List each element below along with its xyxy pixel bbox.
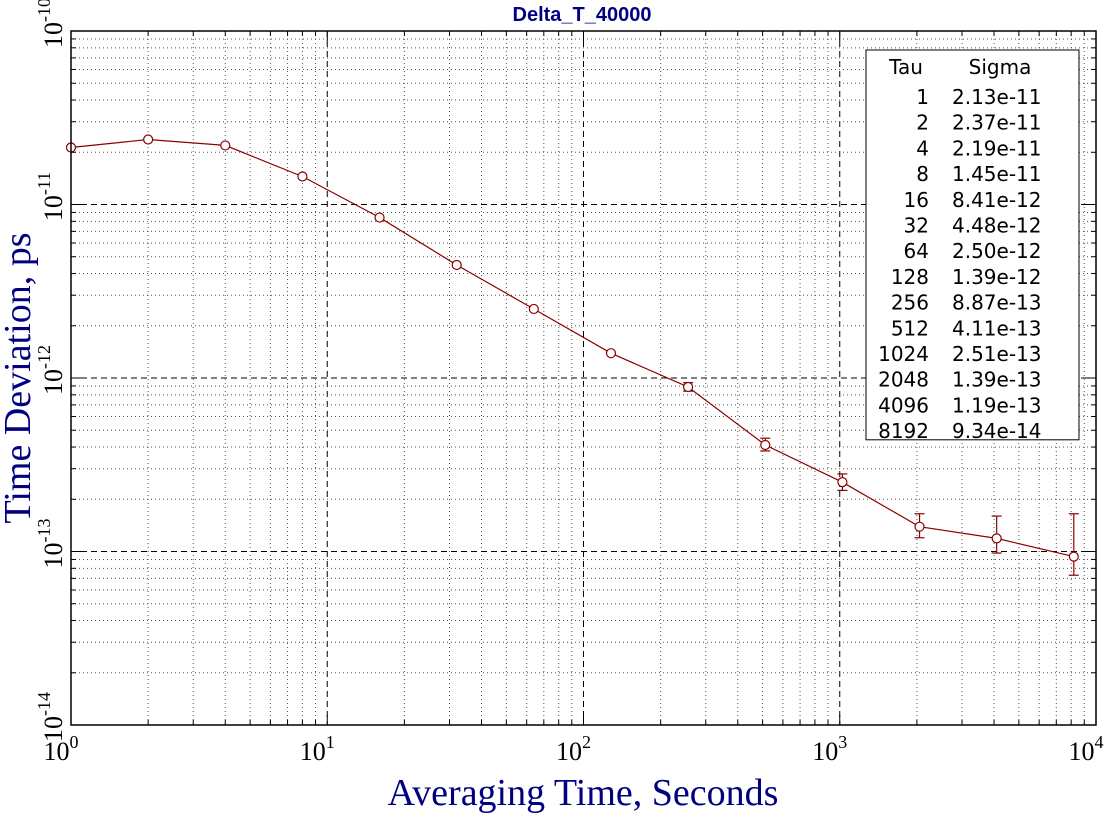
legend-tau-value: 64: [904, 239, 929, 263]
legend-header-sigma: Sigma: [969, 55, 1032, 79]
data-point: [914, 521, 925, 532]
legend-tau-value: 4096: [878, 393, 929, 417]
legend-sigma-value: 1.19e-13: [952, 393, 1042, 417]
legend-sigma-value: 4.11e-13: [952, 316, 1042, 340]
x-tick-label: 104: [1069, 732, 1104, 766]
data-point: [220, 140, 231, 151]
legend-tau-value: 8: [916, 162, 929, 186]
data-point: [528, 303, 539, 315]
y-axis-label: Time Deviation, ps: [0, 233, 39, 524]
x-tick-label: 101: [300, 732, 335, 766]
data-point: [451, 259, 462, 271]
plot-series: [65, 134, 1079, 576]
legend-table: Tau Sigma 1 2.13e-11 2 2.37e-11 4 2.19e-11 8 1.45…: [865, 49, 1080, 443]
legend-sigma-value: 2.50e-12: [952, 239, 1042, 263]
legend-tau-value: 256: [891, 291, 929, 315]
chart-title: Delta_T_40000: [513, 4, 652, 26]
data-point: [605, 348, 617, 359]
legend-tau-value: 512: [891, 316, 929, 340]
legend-sigma-value: 1.39e-13: [952, 368, 1042, 392]
legend-tau-value: 8192: [878, 419, 929, 443]
data-point: [297, 171, 308, 182]
x-axis-label: Averaging Time, Seconds: [388, 772, 779, 814]
legend-sigma-value: 8.41e-12: [952, 188, 1042, 212]
legend-tau-value: 32: [904, 214, 929, 238]
y-axis-ticks: 10-14 10-13 10-12 10-11 10-10: [34, 0, 1096, 742]
legend-sigma-value: 2.51e-13: [952, 342, 1042, 366]
y-tick-label: 10-14: [34, 692, 68, 742]
data-point: [143, 134, 154, 145]
data-point: [683, 381, 694, 393]
legend-sigma-value: 2.13e-11: [952, 85, 1042, 109]
legend-tau-value: 4: [916, 136, 929, 160]
x-tick-label: 100: [44, 732, 79, 766]
legend-sigma-value: 9.34e-14: [952, 419, 1042, 443]
legend-tau-value: 1024: [878, 342, 929, 366]
legend-sigma-value: 2.37e-11: [952, 111, 1042, 135]
data-point: [991, 533, 1002, 544]
series-line: [70, 138, 1074, 558]
data-point: [374, 212, 385, 223]
x-axis-ticks: 100 101 102 103 104: [44, 31, 1104, 766]
legend-sigma-value: 1.45e-11: [952, 162, 1042, 186]
legend-sigma-value: 4.48e-12: [952, 214, 1042, 238]
x-tick-label: 103: [812, 732, 847, 766]
legend-sigma-value: 2.19e-11: [952, 136, 1042, 160]
legend-tau-value: 128: [891, 265, 929, 289]
x-tick-label: 102: [556, 732, 591, 766]
legend-tau-value: 2048: [878, 368, 929, 392]
legend-sigma-value: 8.87e-13: [952, 291, 1042, 315]
data-point: [760, 439, 771, 451]
y-tick-label: 10-12: [34, 345, 68, 395]
y-tick-label: 10-10: [34, 0, 68, 48]
legend-header-tau: Tau: [888, 55, 923, 79]
legend-sigma-value: 1.39e-12: [952, 265, 1042, 289]
legend-tau-value: 2: [916, 111, 929, 135]
legend-tau-value: 1: [916, 85, 929, 109]
y-tick-label: 10-11: [34, 172, 68, 221]
data-point: [837, 477, 848, 488]
legend-box: [865, 49, 1080, 441]
y-tick-label: 10-13: [34, 519, 68, 569]
data-point: [1068, 551, 1079, 562]
legend-tau-value: 16: [904, 188, 929, 212]
